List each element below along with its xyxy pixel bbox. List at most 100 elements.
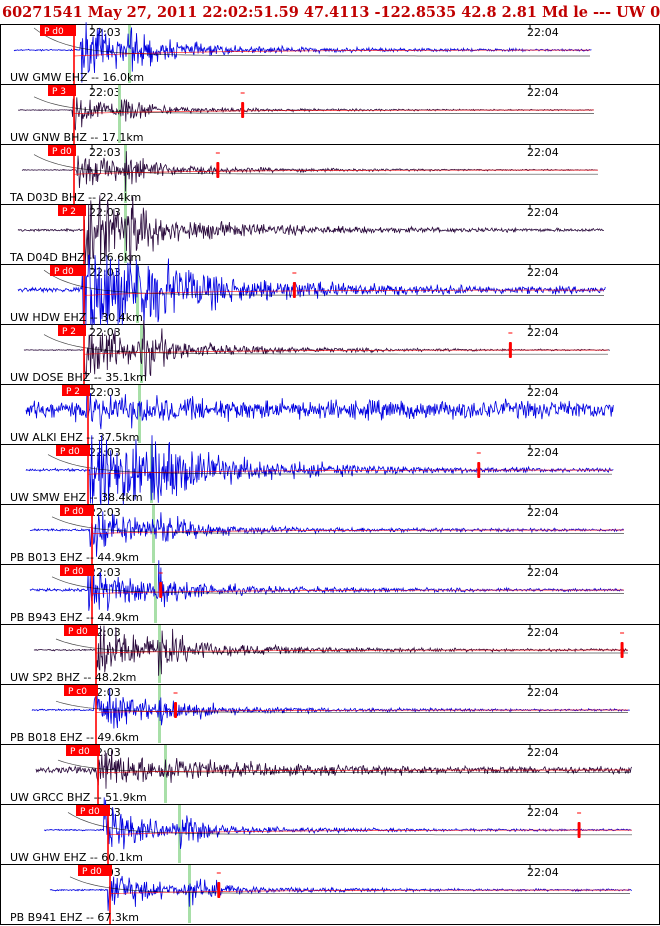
amplitude-curve xyxy=(47,454,612,475)
station-label: UW HDW EHZ -- 30.4km xyxy=(10,311,143,324)
station-label: TA D03D BHZ -- 22.4km xyxy=(9,191,141,204)
p-pick-label: P d0 xyxy=(82,867,102,877)
p-pick-label: P d0 xyxy=(54,267,74,277)
event-header: 60271541 May 27, 2011 22:02:51.59 47.411… xyxy=(2,4,660,21)
p-pick-flag xyxy=(78,865,112,876)
p-pick-label: P d0 xyxy=(80,807,100,817)
time-tick-label: 22:04 xyxy=(527,386,559,399)
time-tick-label: 22:03 xyxy=(89,326,121,339)
time-tick-label: 22:04 xyxy=(527,266,559,279)
p-pick-label: P 3 xyxy=(52,87,66,97)
waveform xyxy=(43,797,632,850)
p-pick-flag xyxy=(40,25,76,36)
s-phase-marker xyxy=(136,265,139,323)
trace-panel: 22:03 22:04 P 2 UW DOSE BHZ -- 35.1km xyxy=(0,320,660,385)
trace-panel: 22:03 22:04 P 2 TA D04D BHZ -- 26.6km xyxy=(0,195,660,265)
amplitude-curve xyxy=(67,812,632,836)
station-label: UW SMW EHZ -- 38.4km xyxy=(10,491,143,504)
coda-curve xyxy=(73,169,598,175)
p-pick-flag xyxy=(48,85,76,96)
s-phase-marker xyxy=(118,85,121,143)
coda-curve xyxy=(87,469,612,475)
time-tick-label: 22:03 xyxy=(89,86,121,99)
coda-curve xyxy=(107,829,632,836)
amplitude-curve xyxy=(33,154,598,175)
p-pick-flag xyxy=(66,745,100,756)
amplitude-marker xyxy=(216,162,220,178)
trace-panel: 22:03 22:04 P d0 TA D03D BHZ -- 22.4km xyxy=(0,145,660,205)
p-pick-flag xyxy=(58,325,86,336)
station-label: UW GHW EHZ -- 60.1km xyxy=(10,851,143,864)
amplitude-curve xyxy=(43,269,604,296)
amplitude-curve xyxy=(33,96,594,114)
p-pick-label: P d0 xyxy=(68,627,88,637)
time-tick-label: 22:04 xyxy=(527,86,559,99)
time-tick-label: 22:04 xyxy=(527,866,559,879)
waveform xyxy=(25,435,614,505)
station-label: TA D04D BHZ -- 26.6km xyxy=(9,251,141,264)
amplitude-marker xyxy=(159,582,163,598)
time-tick-label: 22:04 xyxy=(527,626,559,639)
coda-curve xyxy=(91,529,624,534)
p-pick-flag xyxy=(56,445,90,456)
p-pick-flag xyxy=(76,805,110,816)
time-tick-label: 22:03 xyxy=(89,566,121,579)
coda-curve xyxy=(95,649,628,654)
station-label: UW GNW BHZ -- 17.1km xyxy=(10,131,143,144)
p-pick-flag xyxy=(62,385,90,396)
time-tick-label: 22:04 xyxy=(527,146,559,159)
time-tick-label: 22:04 xyxy=(527,686,559,699)
time-tick-label: 22:04 xyxy=(527,566,559,579)
p-pick-label: P 2 xyxy=(62,207,76,217)
amplitude-curve xyxy=(33,27,590,57)
p-pick-flag xyxy=(60,505,94,516)
coda-curve xyxy=(97,769,630,774)
p-pick-flag xyxy=(60,565,94,576)
p-pick-flag xyxy=(48,145,76,156)
time-tick-label: 22:03 xyxy=(89,206,121,219)
waveform xyxy=(33,625,628,676)
station-label: UW GRCC BHZ -- 51.9km xyxy=(10,791,147,804)
station-label: UW DOSE BHZ -- 35.1km xyxy=(10,371,147,384)
amplitude-marker xyxy=(241,102,245,118)
s-phase-marker xyxy=(124,205,127,263)
time-tick-label: 22:04 xyxy=(527,506,559,519)
station-label: PB B943 EHZ -- 44.9km xyxy=(10,611,139,624)
coda-curve xyxy=(109,889,630,894)
p-pick-label: P 2 xyxy=(66,387,80,397)
amplitude-marker xyxy=(477,462,481,478)
p-pick-label: P d0 xyxy=(64,567,84,577)
coda-curve xyxy=(95,709,628,713)
time-tick-label: 22:04 xyxy=(527,746,559,759)
coda-curve xyxy=(73,49,590,57)
time-tick-label: 22:04 xyxy=(527,26,559,39)
p-pick-label: P d0 xyxy=(64,507,84,517)
amplitude-marker xyxy=(217,882,221,898)
station-label: UW SP2 BHZ -- 48.2km xyxy=(10,671,136,684)
p-pick-flag xyxy=(64,625,98,636)
p-pick-flag xyxy=(50,265,86,276)
waveform xyxy=(23,320,611,379)
time-tick-label: 22:03 xyxy=(89,386,121,399)
amplitude-curve xyxy=(43,334,608,355)
station-label: PB B941 EHZ -- 67.3km xyxy=(10,911,139,924)
trace-panel: 22:03 22:04 P d0 UW SMW EHZ -- 38.4km xyxy=(0,435,660,505)
coda-curve xyxy=(91,589,624,594)
p-pick-label: P 2 xyxy=(62,327,76,337)
station-label: UW GMW EHZ -- 16.0km xyxy=(10,71,144,84)
p-pick-label: P d0 xyxy=(44,27,64,37)
p-pick-label: P d0 xyxy=(60,447,80,457)
amplitude-marker xyxy=(508,342,512,358)
time-tick-label: 22:04 xyxy=(527,446,559,459)
p-pick-label: P d0 xyxy=(52,147,72,157)
coda-curve xyxy=(83,289,604,296)
time-tick-label: 22:04 xyxy=(527,326,559,339)
station-label: PB B018 EHZ -- 49.6km xyxy=(10,731,139,744)
time-tick-label: 22:03 xyxy=(89,146,121,159)
trace-panel: 22:03 22:04 P 2 UW ALKI EHZ -- 37.5km xyxy=(0,385,660,445)
